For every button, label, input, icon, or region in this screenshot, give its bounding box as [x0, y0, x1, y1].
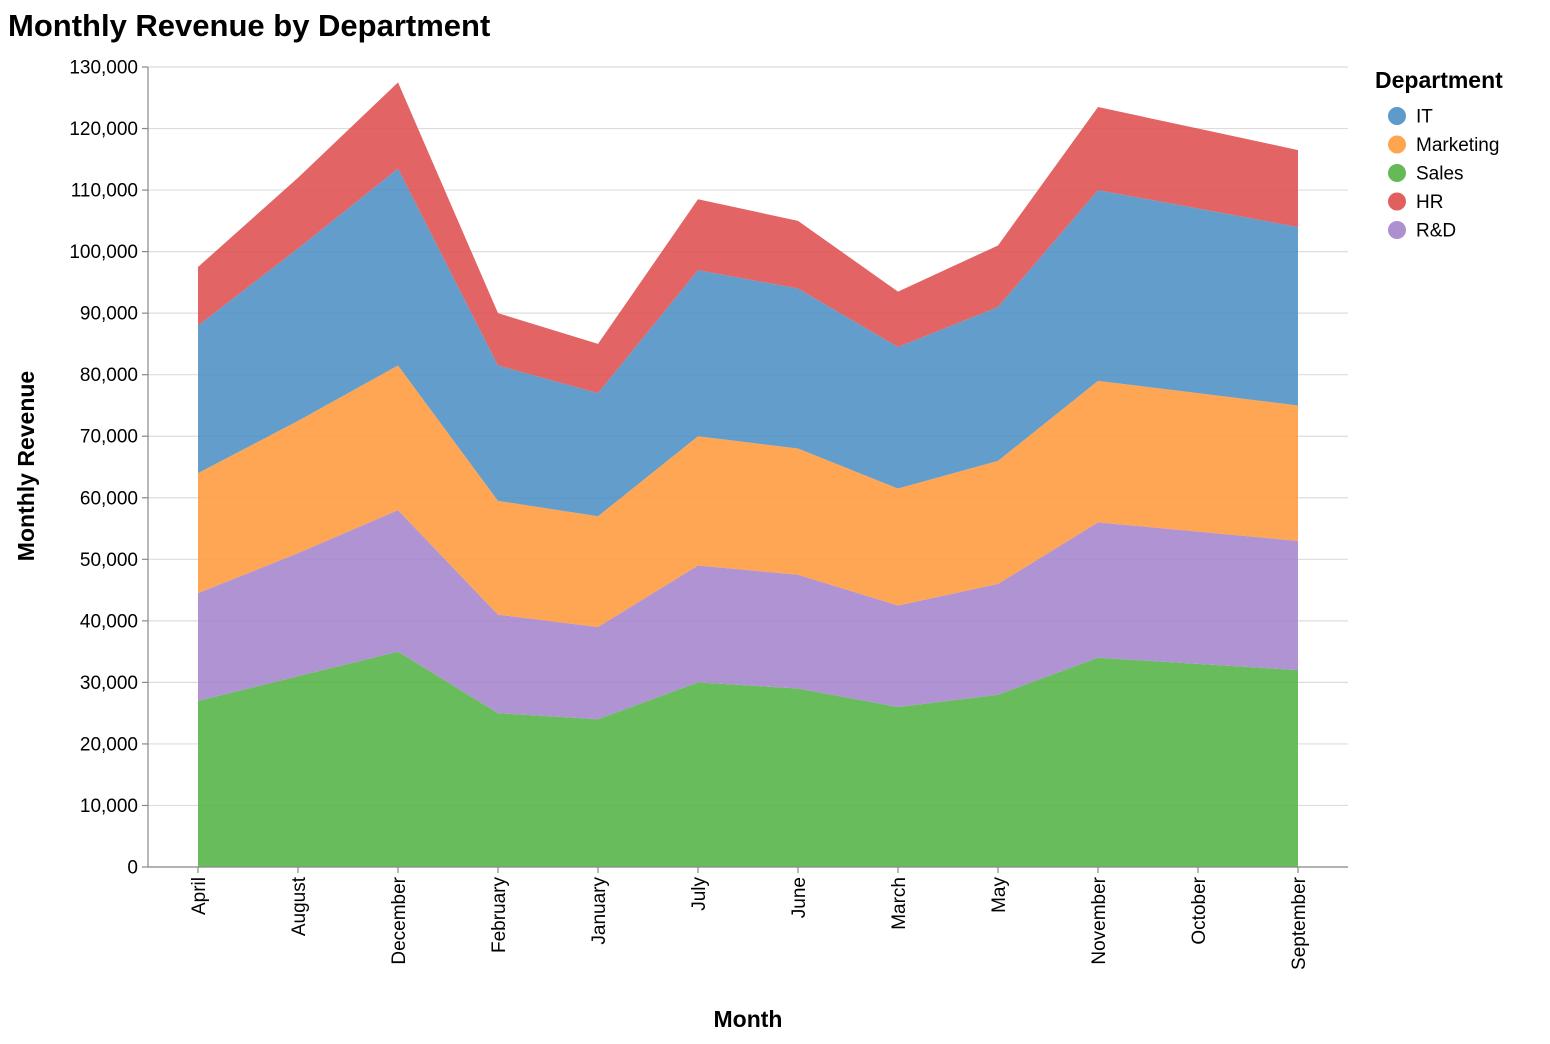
- x-tick-label: July: [689, 877, 710, 911]
- legend-label-marketing: Marketing: [1416, 135, 1499, 156]
- chart-title: Monthly Revenue by Department: [8, 8, 490, 43]
- x-tick-label: September: [1289, 876, 1310, 970]
- legend-swatch-r-d: [1388, 221, 1406, 239]
- legend-swatch-marketing: [1388, 135, 1406, 154]
- area-layers: [198, 82, 1298, 867]
- legend-label-hr: HR: [1416, 192, 1443, 213]
- x-tick-label: August: [289, 876, 310, 936]
- y-tick-label: 10,000: [80, 796, 138, 817]
- x-tick-label: January: [589, 877, 610, 945]
- area-sales: [198, 651, 1298, 867]
- y-tick-label: 80,000: [80, 365, 138, 386]
- x-tick-label: April: [189, 877, 210, 915]
- x-tick-label: May: [989, 877, 1010, 913]
- y-tick-label: 110,000: [71, 181, 138, 202]
- x-axis: April August December February January July Ju…: [148, 866, 1348, 970]
- y-tick-label: 60,000: [80, 488, 138, 509]
- legend-label-it: IT: [1416, 107, 1433, 128]
- area-r-d: [198, 510, 1298, 720]
- y-tick-label: 50,000: [80, 550, 138, 571]
- x-tick-label: December: [389, 876, 410, 964]
- y-tick-label: 130,000: [69, 58, 138, 79]
- y-tick-label: 90,000: [80, 304, 138, 325]
- y-tick-label: 0: [127, 858, 138, 879]
- y-axis-title: Monthly Revenue: [13, 371, 39, 561]
- legend-swatch-it: [1388, 107, 1406, 125]
- legend-swatch-sales: [1388, 164, 1406, 182]
- legend-label-sales: Sales: [1416, 164, 1464, 185]
- x-tick-label: June: [789, 877, 810, 918]
- y-tick-label: 100,000: [69, 242, 138, 263]
- area-marketing: [198, 365, 1298, 627]
- x-tick-label: February: [489, 877, 510, 954]
- y-tick-label: 120,000: [69, 119, 138, 140]
- y-tick-label: 30,000: [80, 673, 138, 694]
- y-tick-label: 70,000: [80, 427, 138, 448]
- y-tick-label: 40,000: [80, 611, 138, 632]
- area-it: [198, 168, 1298, 517]
- x-tick-label: March: [889, 877, 910, 930]
- x-axis-title: Month: [714, 1006, 783, 1032]
- legend: Department IT Marketing Sales HR R&D: [1375, 67, 1503, 242]
- x-tick-label: November: [1089, 876, 1110, 964]
- area-hr: [198, 82, 1298, 394]
- x-tick-label: October: [1189, 876, 1210, 944]
- legend-label-r-d: R&D: [1416, 221, 1456, 242]
- legend-swatch-hr: [1388, 192, 1406, 211]
- y-axis: 0 10,000 20,000 30,000 40,000 50,000 60,000 70,…: [69, 58, 149, 879]
- y-tick-label: 20,000: [80, 734, 138, 755]
- legend-title: Department: [1375, 67, 1503, 93]
